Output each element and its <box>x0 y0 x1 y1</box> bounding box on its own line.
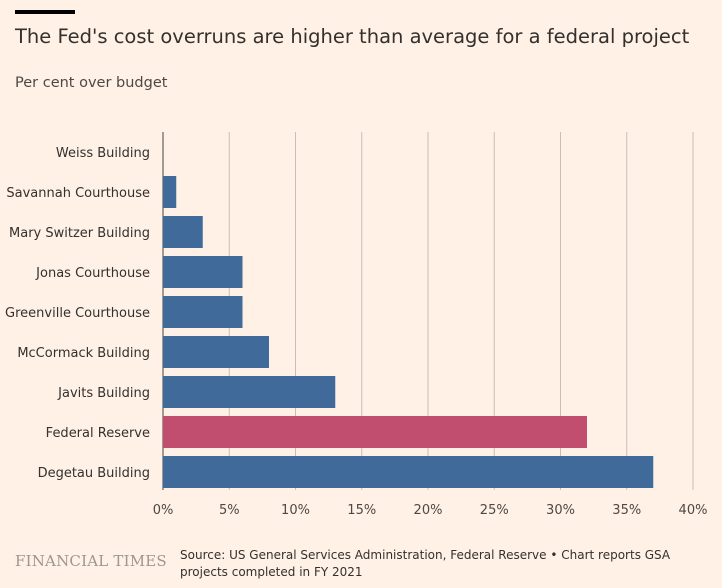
x-tick-label: 40% <box>679 503 708 518</box>
category-label: Degetau Building <box>38 466 150 481</box>
category-label: Jonas Courthouse <box>35 266 150 281</box>
chart-title: The Fed's cost overruns are higher than … <box>15 25 690 48</box>
x-tick-labels: 0% 5% 10% 15% 20% 25% 30% 35% 40% <box>153 503 708 518</box>
x-tick-label: 20% <box>414 503 443 518</box>
bar <box>163 336 269 368</box>
x-tick-label: 25% <box>480 503 509 518</box>
x-tick-label: 5% <box>219 503 240 518</box>
x-tick-label: 10% <box>281 503 310 518</box>
x-tick-label: 0% <box>153 503 174 518</box>
category-label: Federal Reserve <box>46 426 150 441</box>
gridlines <box>162 132 694 490</box>
category-labels: Weiss Building Savannah Courthouse Mary Sw… <box>5 146 150 481</box>
x-tick-label: 35% <box>612 503 641 518</box>
ft-logo: FINANCIAL TIMES <box>15 552 167 570</box>
chart-subtitle: Per cent over budget <box>15 75 168 91</box>
bars <box>163 176 654 488</box>
bar <box>163 176 177 208</box>
category-label: Greenville Courthouse <box>5 306 150 321</box>
category-label: Javits Building <box>57 386 150 401</box>
bar <box>163 216 203 248</box>
bar <box>163 456 654 488</box>
category-label: McCormack Building <box>17 346 150 361</box>
source-note: Source: US General Services Administrati… <box>180 548 671 579</box>
category-label: Mary Switzer Building <box>9 226 150 241</box>
bar <box>163 256 243 288</box>
x-tick-label: 30% <box>546 503 575 518</box>
category-label: Weiss Building <box>56 146 150 161</box>
bar-chart: Weiss Building Savannah Courthouse Mary Sw… <box>5 132 708 518</box>
bar <box>163 376 336 408</box>
category-label: Savannah Courthouse <box>6 186 150 201</box>
x-tick-label: 15% <box>347 503 376 518</box>
top-rule <box>15 10 75 14</box>
bar <box>163 296 243 328</box>
bar <box>163 416 587 448</box>
